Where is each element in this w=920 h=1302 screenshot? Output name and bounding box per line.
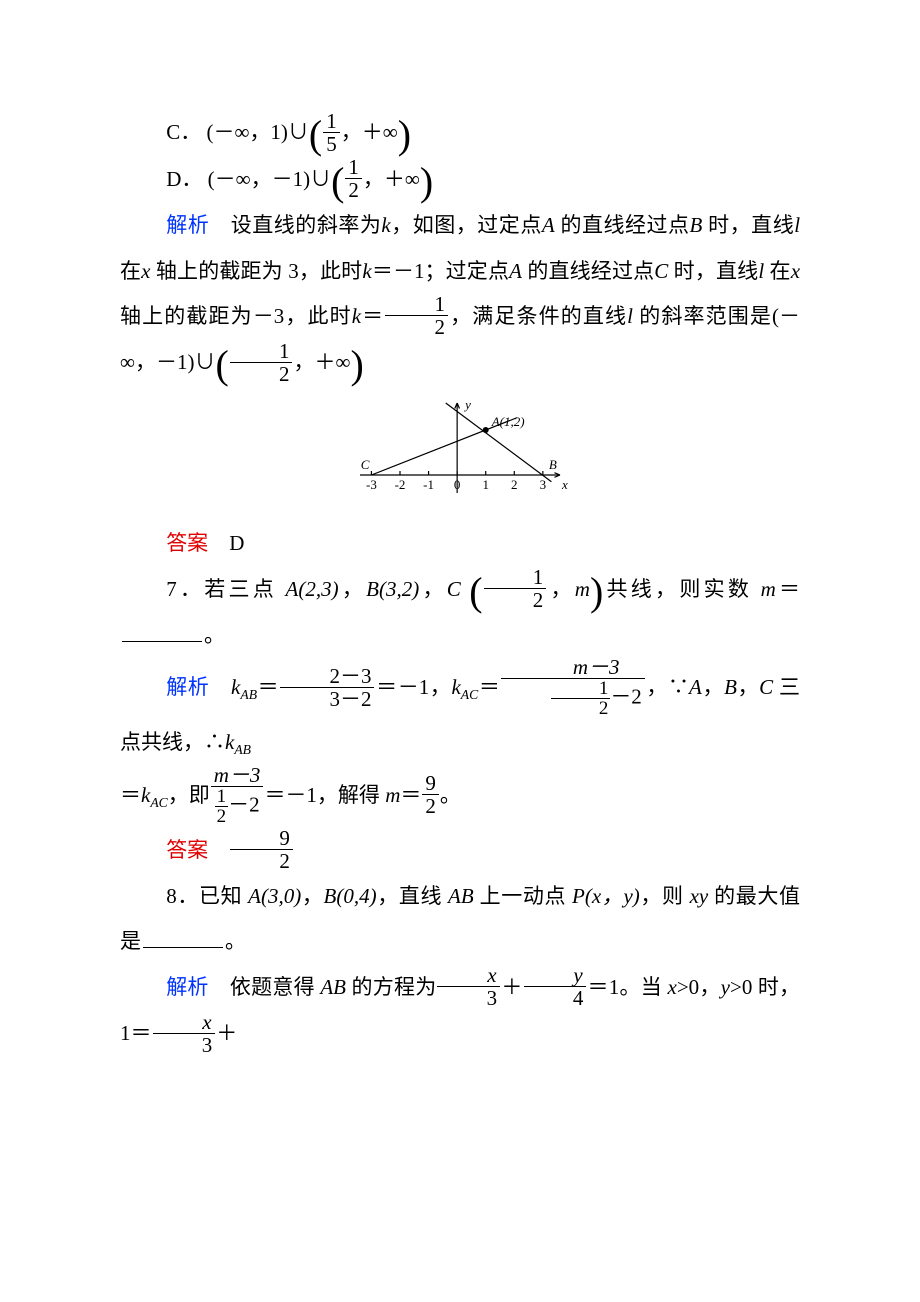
analysis6-frac1: 12 <box>385 293 448 338</box>
analysis-8: 解析 依题意得 AB 的方程为x3＋y4＝1。当 x>0，y>0 时，1＝x3＋ <box>120 965 800 1058</box>
coord-diagram: x y -3 -2 -1 0 1 2 3 A(1,2) B C <box>350 393 570 503</box>
lparen-icon: ( <box>331 159 344 204</box>
fill-blank <box>143 929 223 949</box>
svg-text:B: B <box>549 457 557 472</box>
svg-text:y: y <box>463 397 471 412</box>
analysis7-frac-eq: m－312－2 <box>211 764 264 826</box>
q7-c-frac: 12 <box>484 566 547 611</box>
analysis8-fx: x3 <box>437 964 500 1009</box>
fill-blank <box>122 622 202 642</box>
option-d-label: D． <box>166 167 202 191</box>
svg-text:3: 3 <box>540 477 547 492</box>
answer-6: 答案 D <box>120 521 800 566</box>
analysis-label: 解析 <box>166 975 208 999</box>
analysis-6: 解析 设直线的斜率为k，如图，过定点A 的直线经过点B 时，直线l 在x 轴上的… <box>120 203 800 387</box>
option-c-text1: (－∞，1)∪ <box>206 120 308 144</box>
svg-text:1: 1 <box>482 477 489 492</box>
q8-num: 8． <box>166 884 199 908</box>
option-c-text2: ，＋∞ <box>341 120 398 144</box>
analysis-7: 解析 kAB＝2－33－2＝－1，kAC＝m－312－2，∵A，B，C 三点共线… <box>120 658 800 765</box>
option-d-text2: ，＋∞ <box>363 167 420 191</box>
svg-text:-3: -3 <box>366 477 377 492</box>
question-8: 8．已知 A(3,0)，B(0,4)，直线 AB 上一动点 P(x，y)，则 x… <box>120 874 800 964</box>
answer-label: 答案 <box>166 531 208 555</box>
svg-text:-1: -1 <box>423 477 434 492</box>
analysis-label: 解析 <box>166 213 209 237</box>
svg-text:0: 0 <box>454 477 461 492</box>
option-c: C． (－∞，1)∪(15，＋∞) <box>166 110 800 157</box>
answer-6-value: D <box>229 531 244 555</box>
analysis7-frac-ac: m－312－2 <box>501 656 644 718</box>
analysis8-fx2: x3 <box>153 1011 216 1056</box>
option-d-frac: 12 <box>345 156 362 201</box>
analysis8-fy: y4 <box>524 964 587 1009</box>
answer-7-frac: 92 <box>230 827 293 872</box>
analysis-label: 解析 <box>166 675 209 699</box>
question-7: 7．若三点 A(2,3)，B(3,2)，C (12，m)共线，则实数 m＝。 <box>120 567 800 659</box>
rparen-icon: ) <box>420 159 433 204</box>
svg-text:x: x <box>561 477 568 492</box>
analysis-6-figure: x y -3 -2 -1 0 1 2 3 A(1,2) B C <box>120 393 800 519</box>
lparen-icon: ( <box>309 112 322 157</box>
rparen-icon: ) <box>398 112 411 157</box>
option-c-frac: 15 <box>323 110 340 155</box>
option-d: D． (－∞，－1)∪(12，＋∞) <box>166 157 800 204</box>
svg-text:-2: -2 <box>395 477 406 492</box>
svg-text:A(1,2): A(1,2) <box>491 414 525 429</box>
answer-label: 答案 <box>166 838 208 862</box>
svg-text:C: C <box>361 457 370 472</box>
option-c-label: C． <box>166 120 201 144</box>
q7-num: 7． <box>166 577 204 601</box>
analysis7-frac-ans: 92 <box>422 772 439 817</box>
answer-7: 答案 92 <box>120 828 800 875</box>
svg-text:2: 2 <box>511 477 518 492</box>
lparen-icon: ( <box>215 342 228 387</box>
lparen-icon: ( <box>469 568 482 613</box>
analysis-7-line2: ＝kAC，即m－312－2＝－1，解得 m＝92。 <box>120 766 800 828</box>
rparen-icon: ) <box>590 568 603 613</box>
analysis7-frac-ab: 2－33－2 <box>280 665 374 710</box>
rparen-icon: ) <box>350 342 363 387</box>
option-d-text1: (－∞，－1)∪ <box>208 167 331 191</box>
analysis6-frac2: 12 <box>230 340 293 385</box>
